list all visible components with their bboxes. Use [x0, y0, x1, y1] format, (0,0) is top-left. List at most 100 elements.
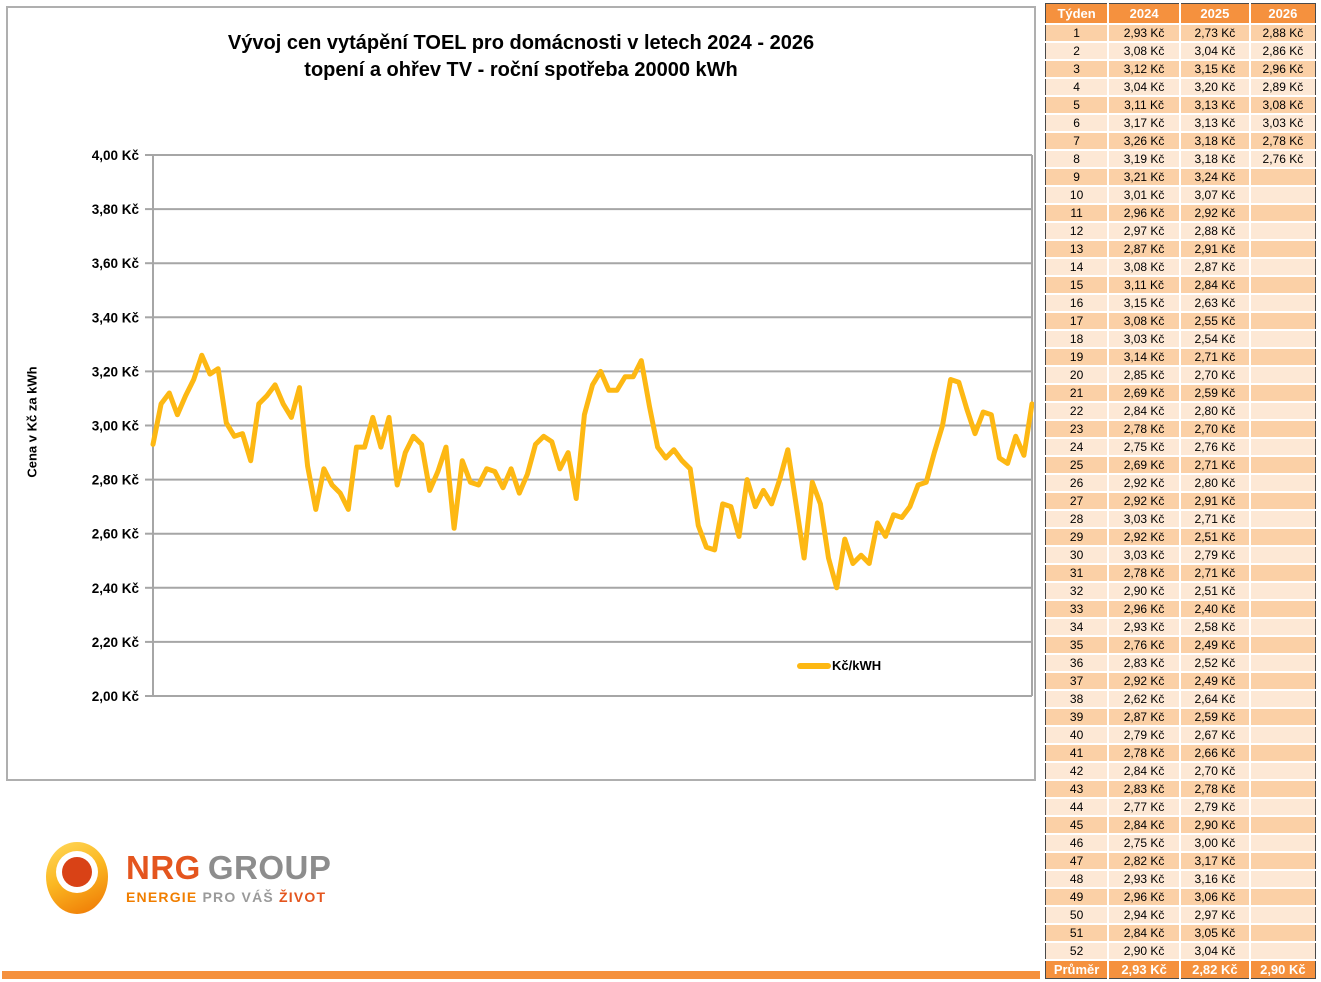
table-row: 11 2,96 Kč 2,92 Kč — [1045, 203, 1316, 223]
y-tick-label: 3,20 Kč — [92, 364, 140, 379]
week-cell: 30 — [1045, 545, 1110, 565]
logo-tagline: ENERGIE PRO VÁŠ ŽIVOT — [126, 889, 331, 905]
price-cell: 2,93 Kč — [1108, 23, 1181, 43]
table-row: 42 2,84 Kč 2,70 Kč — [1045, 761, 1316, 781]
price-cell: 2,71 Kč — [1179, 509, 1251, 529]
table-row: 8 3,19 Kč 3,18 Kč 2,76 Kč — [1045, 149, 1316, 169]
price-cell: 3,03 Kč — [1108, 329, 1181, 349]
price-cell: 2,78 Kč — [1179, 779, 1251, 799]
logo-text: NRG GROUP ENERGIE PRO VÁŠ ŽIVOT — [126, 851, 331, 906]
table-row: 38 2,62 Kč 2,64 Kč — [1045, 689, 1316, 709]
table-row: 45 2,84 Kč 2,90 Kč — [1045, 815, 1316, 835]
week-cell: 2 — [1045, 41, 1110, 61]
price-cell: 2,67 Kč — [1179, 725, 1251, 745]
table-row: 41 2,78 Kč 2,66 Kč — [1045, 743, 1316, 763]
table-row: 21 2,69 Kč 2,59 Kč — [1045, 383, 1316, 403]
price-cell: 2,63 Kč — [1179, 293, 1251, 313]
week-cell: 13 — [1045, 239, 1110, 259]
price-cell — [1249, 563, 1316, 583]
table-row: 10 3,01 Kč 3,07 Kč — [1045, 185, 1316, 205]
table-row: 44 2,77 Kč 2,79 Kč — [1045, 797, 1316, 817]
average-value: 2,93 Kč — [1108, 959, 1181, 979]
average-value: 2,82 Kč — [1179, 959, 1251, 979]
price-cell: 2,71 Kč — [1179, 563, 1251, 583]
price-cell — [1249, 257, 1316, 277]
price-cell — [1249, 311, 1316, 331]
week-cell: 7 — [1045, 131, 1110, 151]
week-cell: 14 — [1045, 257, 1110, 277]
y-tick-label: 3,80 Kč — [92, 202, 140, 217]
price-cell: 2,78 Kč — [1108, 743, 1181, 763]
week-cell: 3 — [1045, 59, 1110, 79]
week-cell: 33 — [1045, 599, 1110, 619]
table-row: 2 3,08 Kč 3,04 Kč 2,86 Kč — [1045, 41, 1316, 61]
table-row: 28 3,03 Kč 2,71 Kč — [1045, 509, 1316, 529]
chart-title-line1: Vývoj cen vytápění TOEL pro domácnosti v… — [227, 32, 815, 54]
price-cell: 3,03 Kč — [1249, 113, 1316, 133]
price-cell: 2,84 Kč — [1108, 815, 1181, 835]
week-cell: 52 — [1045, 941, 1110, 961]
week-cell: 48 — [1045, 869, 1110, 889]
price-cell: 2,59 Kč — [1179, 383, 1251, 403]
week-cell: 44 — [1045, 797, 1110, 817]
logo-center-dot — [62, 857, 92, 887]
price-cell: 2,83 Kč — [1108, 653, 1181, 673]
table-row: 36 2,83 Kč 2,52 Kč — [1045, 653, 1316, 673]
table-row: 51 2,84 Kč 3,05 Kč — [1045, 923, 1316, 943]
week-cell: 20 — [1045, 365, 1110, 385]
table-row: 48 2,93 Kč 3,16 Kč — [1045, 869, 1316, 889]
price-cell — [1249, 473, 1316, 493]
week-cell: 12 — [1045, 221, 1110, 241]
price-cell — [1249, 275, 1316, 295]
price-cell: 2,85 Kč — [1108, 365, 1181, 385]
price-cell: 2,71 Kč — [1179, 347, 1251, 367]
week-cell: 37 — [1045, 671, 1110, 691]
price-cell — [1249, 545, 1316, 565]
week-cell: 41 — [1045, 743, 1110, 763]
price-cell: 3,08 Kč — [1108, 311, 1181, 331]
price-cell — [1249, 383, 1316, 403]
price-cell: 2,92 Kč — [1108, 473, 1181, 493]
price-cell — [1249, 833, 1316, 853]
price-cell: 2,93 Kč — [1108, 617, 1181, 637]
price-cell: 2,76 Kč — [1108, 635, 1181, 655]
price-cell: 3,11 Kč — [1108, 95, 1181, 115]
price-cell — [1249, 203, 1316, 223]
nrg-logo-icon — [46, 840, 110, 916]
legend-line-icon — [797, 662, 831, 669]
table-row: 16 3,15 Kč 2,63 Kč — [1045, 293, 1316, 313]
price-cell: 2,49 Kč — [1179, 635, 1251, 655]
price-cell: 2,79 Kč — [1108, 725, 1181, 745]
price-cell — [1249, 401, 1316, 421]
price-cell: 3,11 Kč — [1108, 275, 1181, 295]
y-tick-label: 2,20 Kč — [92, 635, 140, 650]
price-cell: 2,70 Kč — [1179, 365, 1251, 385]
table-row: 20 2,85 Kč 2,70 Kč — [1045, 365, 1316, 385]
price-cell: 3,18 Kč — [1179, 131, 1251, 151]
price-cell: 2,88 Kč — [1249, 23, 1316, 43]
table-row: 6 3,17 Kč 3,13 Kč 3,03 Kč — [1045, 113, 1316, 133]
price-cell — [1249, 365, 1316, 385]
table-row: 34 2,93 Kč 2,58 Kč — [1045, 617, 1316, 637]
price-cell: 2,66 Kč — [1179, 743, 1251, 763]
price-cell: 2,94 Kč — [1108, 905, 1181, 925]
price-cell: 2,89 Kč — [1249, 77, 1316, 97]
price-cell: 3,26 Kč — [1108, 131, 1181, 151]
price-cell: 2,78 Kč — [1108, 419, 1181, 439]
price-cell: 3,08 Kč — [1108, 41, 1181, 61]
week-cell: 23 — [1045, 419, 1110, 439]
price-cell: 2,76 Kč — [1179, 437, 1251, 457]
table-row: 27 2,92 Kč 2,91 Kč — [1045, 491, 1316, 511]
price-cell: 3,07 Kč — [1179, 185, 1251, 205]
price-cell: 2,80 Kč — [1179, 401, 1251, 421]
chart-title: Vývoj cen vytápění TOEL pro domácnosti v… — [8, 30, 1034, 84]
price-cell: 3,05 Kč — [1179, 923, 1251, 943]
price-cell: 2,87 Kč — [1179, 257, 1251, 277]
week-cell: 27 — [1045, 491, 1110, 511]
table-row: 31 2,78 Kč 2,71 Kč — [1045, 563, 1316, 583]
price-cell — [1249, 617, 1316, 637]
week-cell: 1 — [1045, 23, 1110, 43]
column-header-týden: Týden — [1045, 3, 1110, 25]
price-cell: 2,97 Kč — [1179, 905, 1251, 925]
week-cell: 11 — [1045, 203, 1110, 223]
